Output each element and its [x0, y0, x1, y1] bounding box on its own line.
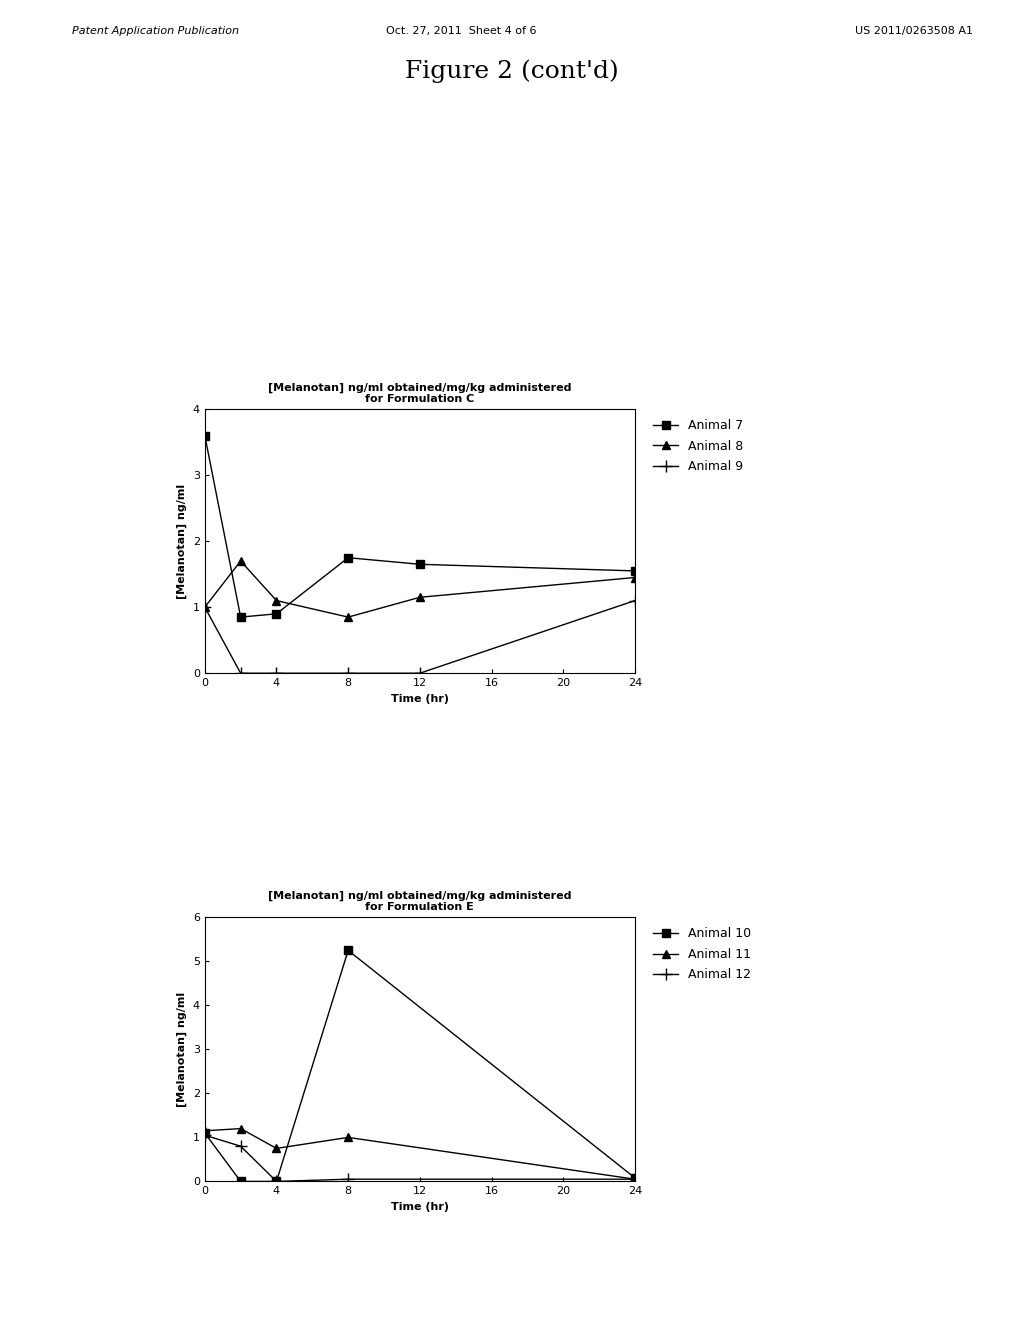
Animal 9 — [234, 665, 247, 681]
X-axis label: Time (hr): Time (hr) — [391, 693, 449, 704]
Animal 10 — [270, 1173, 283, 1189]
Animal 8 — [414, 589, 426, 605]
Animal 7 — [629, 564, 641, 579]
Animal 9 — [414, 665, 426, 681]
Animal 10 — [342, 942, 354, 958]
Animal 12 — [342, 1171, 354, 1187]
Line: Animal 11: Animal 11 — [201, 1125, 639, 1183]
Animal 10 — [199, 1125, 211, 1140]
Text: Figure 2 (cont'd): Figure 2 (cont'd) — [406, 59, 618, 83]
Animal 10 — [629, 1170, 641, 1185]
Animal 8 — [270, 593, 283, 609]
Y-axis label: [Melanotan] ng/ml: [Melanotan] ng/ml — [177, 483, 187, 599]
Legend: Animal 10, Animal 11, Animal 12: Animal 10, Animal 11, Animal 12 — [650, 924, 756, 985]
Line: Animal 7: Animal 7 — [201, 432, 639, 622]
Animal 8 — [234, 553, 247, 569]
Animal 7 — [199, 428, 211, 444]
Y-axis label: [Melanotan] ng/ml: [Melanotan] ng/ml — [177, 991, 187, 1107]
Animal 7 — [270, 606, 283, 622]
Animal 12 — [270, 1173, 283, 1189]
Animal 9 — [270, 665, 283, 681]
Animal 12 — [629, 1171, 641, 1187]
Text: Patent Application Publication: Patent Application Publication — [72, 26, 239, 37]
Animal 8 — [629, 570, 641, 586]
Animal 11 — [234, 1121, 247, 1137]
Animal 7 — [234, 610, 247, 626]
Line: Animal 8: Animal 8 — [201, 557, 639, 622]
Animal 11 — [199, 1123, 211, 1139]
Animal 9 — [199, 599, 211, 615]
Line: Animal 9: Animal 9 — [200, 595, 640, 678]
Animal 11 — [342, 1130, 354, 1146]
Animal 12 — [199, 1127, 211, 1143]
Line: Animal 10: Animal 10 — [201, 946, 639, 1185]
Line: Animal 12: Animal 12 — [200, 1130, 640, 1187]
Text: Oct. 27, 2011  Sheet 4 of 6: Oct. 27, 2011 Sheet 4 of 6 — [386, 26, 536, 37]
Animal 7 — [414, 557, 426, 573]
Title: [Melanotan] ng/ml obtained/mg/kg administered
for Formulation E: [Melanotan] ng/ml obtained/mg/kg adminis… — [268, 891, 571, 912]
X-axis label: Time (hr): Time (hr) — [391, 1201, 449, 1212]
Legend: Animal 7, Animal 8, Animal 9: Animal 7, Animal 8, Animal 9 — [650, 416, 748, 477]
Animal 9 — [629, 593, 641, 609]
Animal 11 — [270, 1140, 283, 1156]
Animal 8 — [199, 599, 211, 615]
Animal 8 — [342, 610, 354, 626]
Title: [Melanotan] ng/ml obtained/mg/kg administered
for Formulation C: [Melanotan] ng/ml obtained/mg/kg adminis… — [268, 383, 571, 404]
Animal 10 — [234, 1173, 247, 1189]
Animal 7 — [342, 549, 354, 565]
Animal 11 — [629, 1171, 641, 1187]
Animal 9 — [342, 665, 354, 681]
Animal 12 — [234, 1138, 247, 1154]
Text: US 2011/0263508 A1: US 2011/0263508 A1 — [855, 26, 973, 37]
